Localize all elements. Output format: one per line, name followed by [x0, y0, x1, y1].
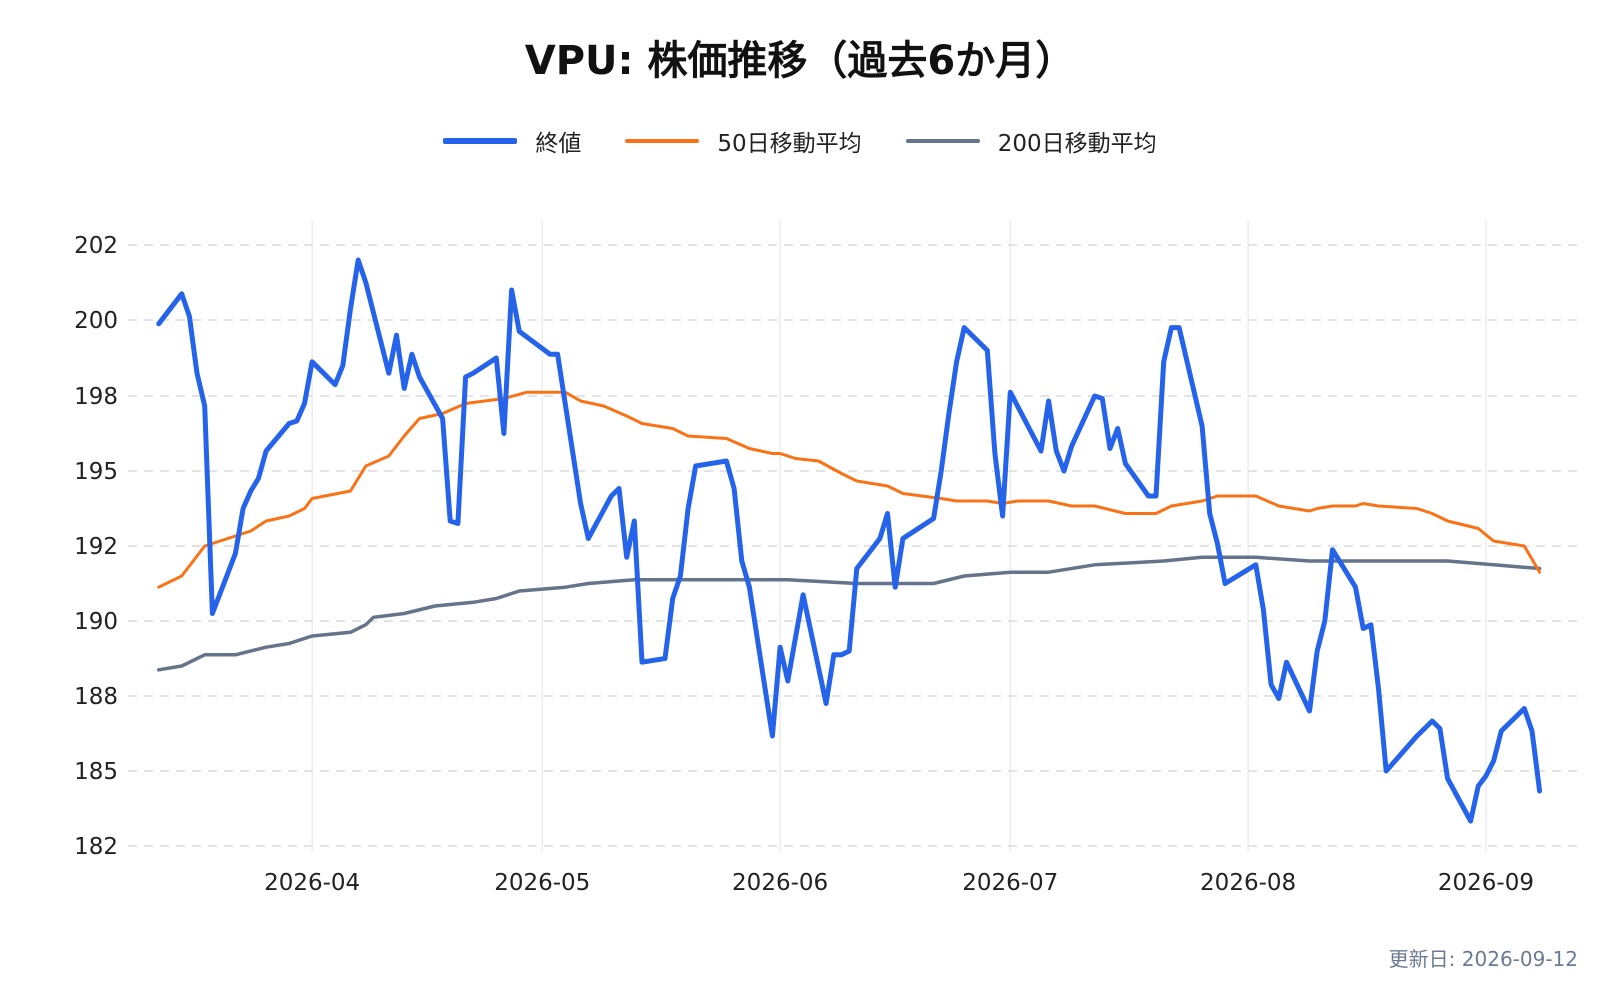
legend: 終値 50日移動平均 200日移動平均 [0, 124, 1600, 158]
series-line-close [156, 257, 1543, 824]
x-tick-label: 2026-09 [1438, 870, 1534, 896]
y-tick-label: 200 [74, 308, 118, 334]
legend-label-ma200: 200日移動平均 [997, 131, 1157, 157]
y-tick-label: 190 [74, 609, 118, 635]
y-tick-label: 202 [74, 233, 118, 259]
legend-item-ma50[interactable]: 50日移動平均 [625, 124, 862, 158]
legend-swatch-close [443, 138, 518, 144]
chart-title: VPU: 株価推移（過去6か月） [524, 38, 1076, 84]
y-tick-label: 195 [74, 459, 118, 485]
series-line-ma200 [156, 555, 1542, 672]
x-tick-label: 2026-07 [962, 870, 1058, 896]
x-tick-label: 2026-08 [1200, 870, 1296, 896]
y-tick-label: 182 [74, 834, 118, 860]
series-line-ma50 [157, 390, 1542, 589]
legend-swatch-ma200 [905, 139, 980, 143]
x-tick-label: 2026-04 [264, 870, 360, 896]
legend-label-ma50: 50日移動平均 [717, 131, 862, 157]
x-tick-label: 2026-05 [494, 870, 590, 896]
legend-swatch-ma50 [625, 139, 700, 143]
legend-item-ma200[interactable]: 200日移動平均 [905, 124, 1157, 158]
y-tick-label: 198 [74, 384, 118, 410]
legend-item-close[interactable]: 終値 [443, 124, 581, 158]
y-tick-label: 185 [74, 759, 118, 785]
y-tick-label: 192 [74, 534, 118, 560]
x-tick-label: 2026-06 [732, 870, 828, 896]
y-tick-label: 188 [74, 684, 118, 710]
legend-label-close: 終値 [535, 131, 582, 157]
updated-date: 更新日: 2026-09-12 [1388, 947, 1578, 971]
